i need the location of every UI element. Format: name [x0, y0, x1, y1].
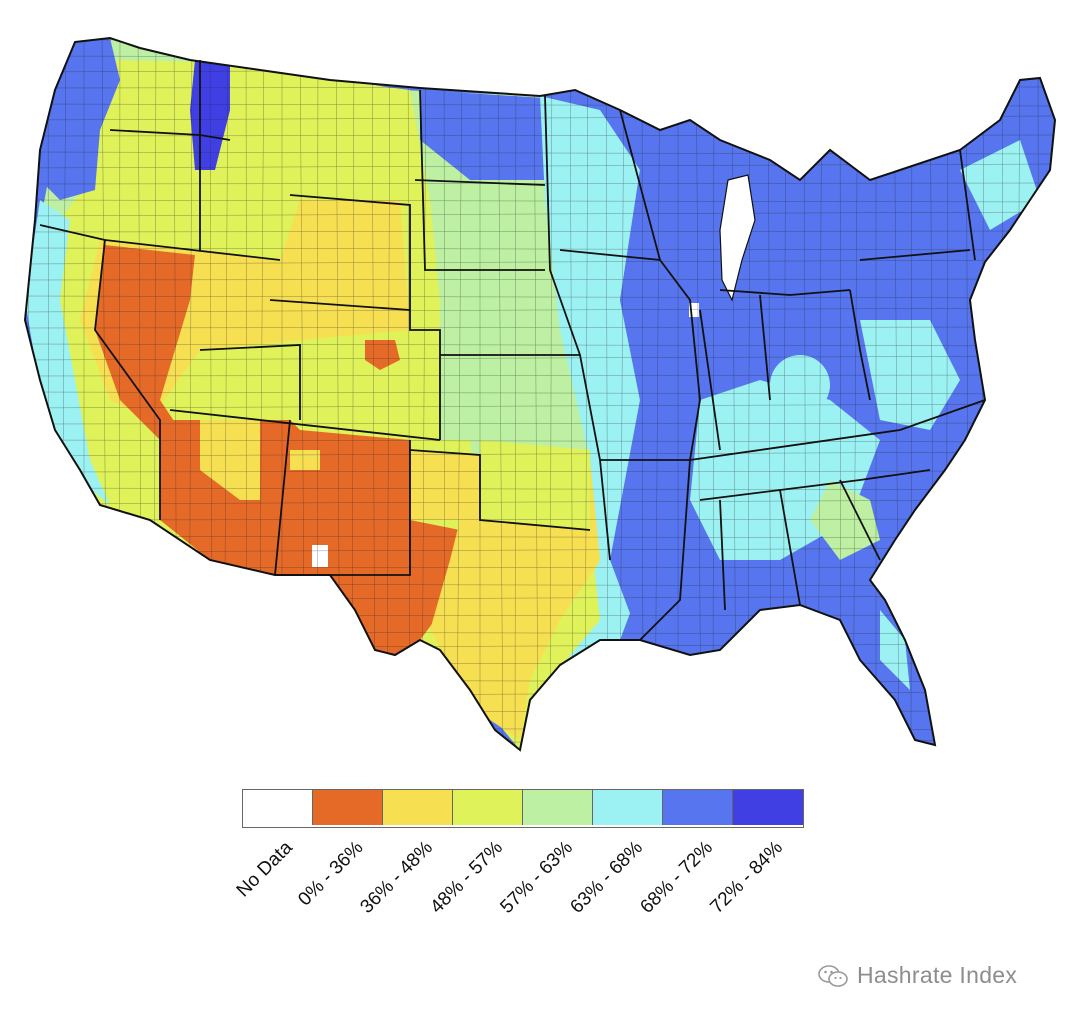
wechat-icon: [818, 964, 848, 987]
legend-bar: [242, 789, 804, 828]
legend-swatch: [313, 790, 383, 825]
legend-label: 48% - 57%: [426, 837, 508, 918]
legend-label: 57% - 63%: [496, 837, 578, 918]
legend-swatch: [383, 790, 453, 825]
legend-label: 68% - 72%: [636, 837, 718, 918]
legend-swatch: [453, 790, 523, 825]
legend-label: No Data: [232, 837, 297, 902]
legend-label: 63% - 68%: [566, 837, 648, 918]
legend-swatch: [523, 790, 593, 825]
legend-swatch: [733, 790, 803, 825]
map-canvas: [24, 37, 1056, 751]
watermark: Hashrate Index: [817, 962, 1017, 989]
us-county-map: [24, 37, 1056, 751]
legend-label: 0% - 36%: [294, 837, 368, 911]
legend-swatch: [663, 790, 733, 825]
lake-michigan: [719, 174, 756, 302]
legend-swatch: [593, 790, 663, 825]
legend-swatch: [243, 790, 313, 825]
legend-label: 36% - 48%: [356, 837, 438, 918]
state-borders: [39, 60, 986, 641]
watermark-text: Hashrate Index: [857, 962, 1018, 988]
legend-label: 72% - 84%: [706, 837, 788, 918]
county-fill-regions: [25, 38, 1055, 750]
